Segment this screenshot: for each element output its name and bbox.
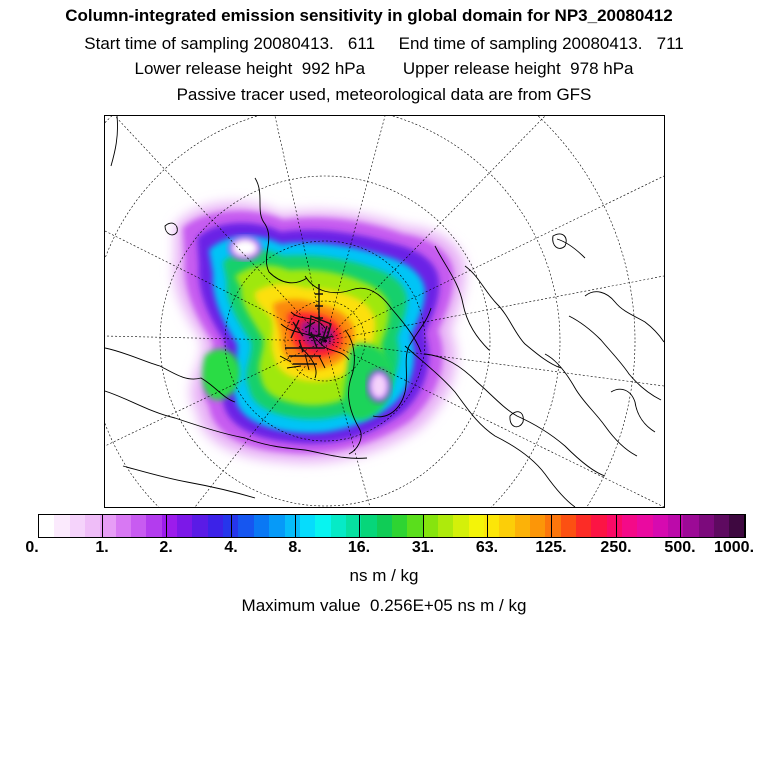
map-panel xyxy=(104,115,665,508)
color-scale-cell xyxy=(345,515,362,537)
color-scale-cell xyxy=(407,515,423,537)
color-scale-tick xyxy=(102,514,103,538)
color-scale-cell xyxy=(284,515,300,537)
color-scale-cell xyxy=(115,515,132,537)
color-scale-label: 1000. xyxy=(713,539,755,556)
color-scale-cell xyxy=(514,515,530,537)
color-scale-cell xyxy=(652,515,669,537)
color-scale-cell xyxy=(606,515,623,537)
color-scale-cell xyxy=(330,515,346,537)
color-scale-tick xyxy=(38,514,39,538)
color-scale-cell xyxy=(637,515,653,537)
color-scale-tick xyxy=(295,514,296,538)
color-scale-tick xyxy=(231,514,232,538)
color-scale-cell xyxy=(729,515,745,537)
color-scale-label: 1. xyxy=(95,539,109,556)
color-scale-cell xyxy=(376,515,392,537)
color-scale-tick xyxy=(487,514,488,538)
color-scale-cell xyxy=(100,515,116,537)
color-scale-cell xyxy=(361,515,377,537)
color-scale-tick xyxy=(359,514,360,538)
color-scale-cell xyxy=(69,515,86,537)
color-scale-cell xyxy=(468,515,484,537)
release-height-line: Lower release height 992 hPa Upper relea… xyxy=(134,59,634,78)
color-scale-cell xyxy=(315,515,331,537)
color-scale-cell xyxy=(576,515,592,537)
color-scale-label: 4. xyxy=(224,539,238,556)
color-scale-cell xyxy=(54,515,70,537)
tracer-note-line: Passive tracer used, meteorological data… xyxy=(176,85,592,104)
color-scale-cell xyxy=(192,515,208,537)
release-site-cluster xyxy=(285,284,334,365)
color-scale-label: 125. xyxy=(535,539,567,556)
color-scale-cell xyxy=(622,515,638,537)
color-scale-cell xyxy=(668,515,684,537)
color-scale-cell xyxy=(422,515,438,537)
color-scale-cell xyxy=(299,515,316,537)
color-scale-tick xyxy=(744,514,745,538)
color-scale-cell xyxy=(253,515,270,537)
color-scale-cell xyxy=(161,515,178,537)
color-scale-cell xyxy=(698,515,715,537)
color-scale-cell xyxy=(223,515,239,537)
color-scale-cell xyxy=(560,515,577,537)
color-scale-label: 16. xyxy=(347,539,371,556)
color-scale-cell xyxy=(131,515,147,537)
sampling-time-line: Start time of sampling 20080413. 611 End… xyxy=(84,34,684,53)
coastlines xyxy=(105,116,664,507)
color-scale-label: 2. xyxy=(159,539,173,556)
color-scale-cell xyxy=(714,515,730,537)
sensitivity-map xyxy=(105,116,664,507)
map-title: Column-integrated emission sensitivity i… xyxy=(65,6,673,25)
color-scale-cell xyxy=(499,515,515,537)
color-scale-label: 500. xyxy=(664,539,696,556)
color-scale-label: 63. xyxy=(475,539,499,556)
color-scale-cell xyxy=(391,515,408,537)
color-scale-label: 31. xyxy=(411,539,435,556)
color-scale-cell xyxy=(238,515,254,537)
color-scale-tick xyxy=(551,514,552,538)
color-scale-units: ns m / kg xyxy=(349,566,419,585)
graticule xyxy=(105,116,664,507)
color-scale-cell xyxy=(545,515,561,537)
color-scale-tick xyxy=(166,514,167,538)
color-scale-label: 250. xyxy=(600,539,632,556)
color-scale-cell xyxy=(146,515,162,537)
color-scale-cell xyxy=(453,515,469,537)
color-scale-cell xyxy=(207,515,224,537)
color-scale-cell xyxy=(591,515,607,537)
color-scale-bar xyxy=(38,514,746,538)
color-scale-label: 8. xyxy=(288,539,302,556)
color-scale-label: 0. xyxy=(25,539,39,556)
color-scale-tick xyxy=(680,514,681,538)
color-scale-cell xyxy=(530,515,546,537)
color-scale-cell xyxy=(683,515,699,537)
color-scale-tick xyxy=(616,514,617,538)
color-scale-cell xyxy=(269,515,285,537)
color-scale-tick xyxy=(423,514,424,538)
color-scale-cell xyxy=(177,515,193,537)
maximum-value-text: Maximum value 0.256E+05 ns m / kg xyxy=(241,596,527,615)
color-scale-cell xyxy=(39,515,55,537)
color-scale-cell xyxy=(85,515,101,537)
color-scale-cell xyxy=(437,515,454,537)
